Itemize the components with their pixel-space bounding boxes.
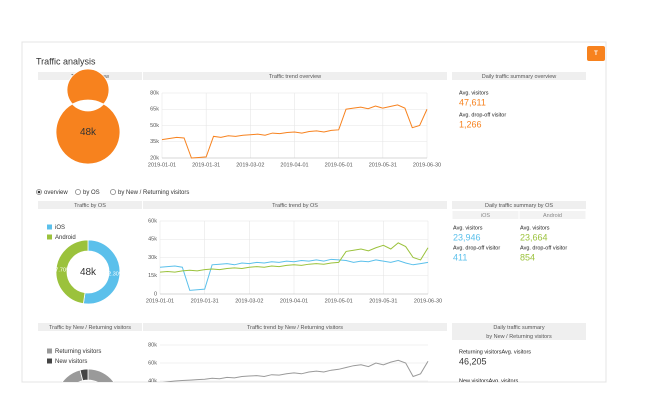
x-tick-label: 2019-03-02 — [236, 162, 264, 168]
column-header-label: iOS — [481, 213, 491, 219]
summary-label: Returning visitorsAvg. visitors — [459, 349, 531, 355]
x-tick-label: 2019-01-31 — [192, 162, 220, 168]
legend-swatch — [47, 348, 52, 354]
donut-center-label: 48k — [80, 127, 97, 138]
content: Traffic analysis T overview by OS by New /… — [36, 46, 605, 384]
section-header-label: Daily traffic summary — [493, 325, 544, 331]
section-header — [143, 72, 447, 80]
section-header-label: Traffic trend by New / Returning visitor… — [247, 325, 343, 331]
x-tick-label: 2019-05-01 — [325, 162, 353, 168]
x-tick-label: 2019-01-01 — [146, 298, 174, 304]
y-tick-label: 60k — [148, 360, 157, 366]
summary-label: Avg. drop-off visitor — [520, 245, 567, 251]
summary-label: Avg. drop-off visitor — [453, 245, 500, 251]
y-tick-label: 30k — [148, 255, 157, 261]
summary-value: 411 — [453, 252, 467, 262]
y-tick-label: 50k — [150, 123, 159, 129]
radio-label[interactable]: by OS — [83, 190, 100, 196]
section-header-label: Daily traffic summary by OS — [485, 203, 553, 209]
summary-value: 23,664 — [520, 232, 548, 242]
y-tick-label: 40k — [148, 378, 157, 384]
y-tick-label: 60k — [148, 218, 157, 224]
x-tick-label: 2019-01-31 — [191, 298, 219, 304]
section-header — [452, 323, 586, 340]
button-label[interactable]: T — [594, 51, 598, 57]
section-header — [38, 201, 142, 209]
legend-label: Android — [55, 235, 76, 241]
column-header-label: Android — [543, 213, 562, 219]
x-tick-label: 2019-04-01 — [280, 162, 308, 168]
section-header-label: Traffic trend by OS — [272, 203, 318, 209]
column-header — [519, 211, 586, 219]
legend-swatch — [47, 234, 52, 240]
y-tick-label: 20k — [150, 155, 159, 161]
y-tick-label: 80k — [148, 342, 157, 348]
section-header-label: Daily traffic summary overview — [482, 74, 556, 80]
section-header-label: by New / Returning visitors — [486, 334, 552, 340]
series-line — [162, 359, 429, 382]
column-header — [452, 211, 519, 219]
legend-label: iOS — [55, 225, 65, 231]
section-header — [452, 72, 586, 80]
x-tick-label: 2019-03-02 — [235, 298, 263, 304]
donut-slice — [55, 68, 121, 165]
legend-label: Returning visitors — [55, 349, 101, 355]
x-tick-label: 2019-06-30 — [414, 298, 442, 304]
radio[interactable] — [110, 189, 116, 195]
section-header-label: Traffic trend overview — [269, 74, 321, 80]
section-header — [143, 201, 447, 209]
legend-label: New visitors — [55, 359, 87, 365]
x-tick-label: 2019-05-01 — [325, 298, 353, 304]
summary-value: 1,266 — [459, 119, 482, 129]
y-tick-label: 15k — [148, 273, 157, 279]
summary-label: New visitorsAvg. visitors — [459, 378, 518, 384]
section-header-label: Traffic by New / Returning visitors — [49, 325, 131, 331]
donut-value-label: 47.70% — [52, 268, 71, 274]
summary-label: Avg. drop-off visitor — [459, 112, 506, 118]
section-header — [143, 323, 447, 331]
y-tick-label: 65k — [150, 107, 159, 113]
x-tick-label: 2019-05-31 — [369, 162, 397, 168]
radio-dot[interactable] — [37, 190, 41, 194]
x-tick-label: 2019-05-31 — [369, 298, 397, 304]
summary-value: 23,946 — [453, 232, 481, 242]
x-tick-label: 2019-04-01 — [280, 298, 308, 304]
radio-label[interactable]: by New / Returning visitors — [118, 190, 189, 196]
y-tick-label: 80k — [150, 90, 159, 96]
summary-label: Avg. visitors — [520, 225, 550, 231]
series-line — [159, 242, 429, 273]
section-header-label: Traffic by OS — [74, 203, 106, 209]
donut-slice — [79, 368, 89, 382]
series-line — [159, 258, 429, 291]
page-title: Traffic analysis — [36, 56, 96, 66]
donut-slice — [55, 239, 89, 305]
legend-swatch — [47, 358, 52, 364]
x-tick-label: 2019-01-01 — [148, 162, 176, 168]
donut-center-label: 48k — [80, 267, 97, 278]
section-header — [38, 323, 142, 331]
y-tick-label: 0 — [154, 291, 157, 297]
legend-swatch — [47, 224, 52, 230]
x-tick-label: 2019-06-30 — [413, 162, 441, 168]
radio[interactable] — [75, 189, 81, 195]
summary-value: 47,611 — [459, 97, 486, 107]
summary-value: 854 — [520, 252, 535, 262]
y-tick-label: 45k — [148, 237, 157, 243]
radio-label[interactable]: overview — [44, 190, 68, 196]
donut-value-label: 52.30% — [105, 271, 124, 277]
button[interactable] — [587, 46, 605, 61]
summary-label: Avg. visitors — [453, 225, 483, 231]
series-line — [161, 104, 428, 159]
y-tick-label: 35k — [150, 139, 159, 145]
section-header — [452, 201, 586, 209]
summary-value: 46,205 — [459, 356, 487, 366]
summary-label: Avg. visitors — [459, 90, 489, 96]
